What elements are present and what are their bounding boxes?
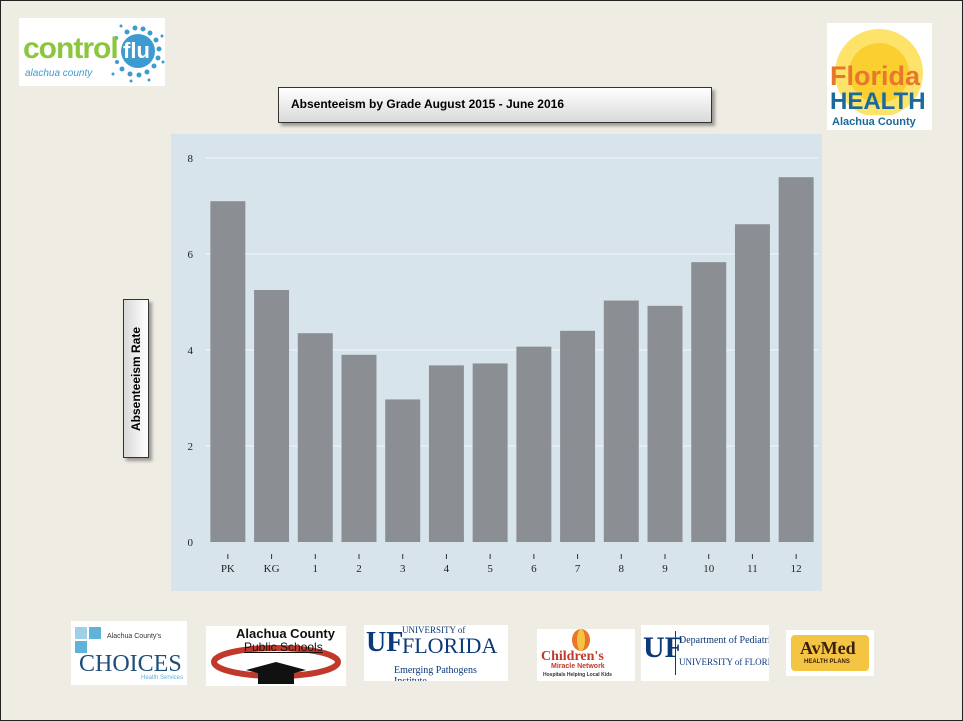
choices-small: Alachua County's xyxy=(107,633,162,640)
bar-pk xyxy=(210,201,246,542)
control-word: control xyxy=(23,32,119,65)
x-tick-label: 1 xyxy=(313,563,319,575)
flu-dots-icon xyxy=(111,24,165,83)
cmn-line2: Miracle Network xyxy=(551,663,605,670)
x-tick-label: KG xyxy=(264,563,280,575)
x-tick-label: 11 xyxy=(747,563,758,575)
uf-peds-divider xyxy=(675,631,676,675)
health-word: HEALTH xyxy=(830,88,926,115)
control-flu-logo: control flu alachua county xyxy=(19,18,165,86)
florida-health-sub: Alachua County xyxy=(832,116,916,128)
uf-peds-line1: Department of Pediatrics xyxy=(679,635,769,646)
x-tick-label: 4 xyxy=(444,563,450,575)
y-axis-label-box: Absenteeism Rate xyxy=(123,299,149,458)
bar-7 xyxy=(560,330,596,542)
y-tick-label: 0 xyxy=(188,537,194,549)
bar-9 xyxy=(647,305,683,542)
choices-square-icon xyxy=(75,627,87,639)
acps-logo: Alachua County Public Schools xyxy=(206,626,346,686)
x-tick-label: 12 xyxy=(791,563,802,575)
cmn-sub: Hospitals Helping Local Kids xyxy=(543,672,612,678)
uf-epi-florida: FLORIDA xyxy=(402,633,498,658)
y-tick-label: 2 xyxy=(188,441,194,453)
x-ticks: PK KG 1 2 3 4 5 6 7 8 9 10 11 12 xyxy=(221,554,802,575)
x-tick-label: 2 xyxy=(356,563,362,575)
sun-icon xyxy=(835,29,923,117)
alachua-county-band xyxy=(827,115,932,130)
choices-square-icon-2 xyxy=(89,627,101,639)
bar-10 xyxy=(691,262,727,542)
x-tick-label: 7 xyxy=(575,563,581,575)
bar-kg xyxy=(254,290,290,542)
avmed-name: AvMed xyxy=(800,638,856,658)
y-tick-label: 8 xyxy=(188,153,194,165)
uf-peds-uf: UF xyxy=(643,631,683,664)
y-ticks: 0 2 4 6 8 xyxy=(188,153,194,549)
x-tick-label: 8 xyxy=(619,563,625,575)
x-tick-label: 6 xyxy=(531,563,537,575)
bar-12 xyxy=(778,177,814,542)
alachua-county-sub: alachua county xyxy=(25,68,93,79)
bar-11 xyxy=(734,224,770,542)
florida-word: Florida xyxy=(830,61,921,91)
uf-epi-univ: UNIVERSITY of xyxy=(402,625,466,635)
choices-square-icon-3 xyxy=(75,641,87,653)
bar-6 xyxy=(516,346,552,542)
uf-epi-logo: UF UNIVERSITY of FLORIDA Emerging Pathog… xyxy=(364,625,508,681)
bar-1 xyxy=(297,333,333,542)
cmn-line1: Children's xyxy=(541,649,604,664)
chart-title: Absenteeism by Grade August 2015 - June … xyxy=(278,87,712,123)
x-tick-label: 10 xyxy=(703,563,715,575)
florida-health-logo: Florida HEALTH Alachua County xyxy=(827,23,932,130)
bar-8 xyxy=(603,300,639,542)
bar-4 xyxy=(428,365,464,542)
avmed-badge xyxy=(791,635,869,671)
bar-3 xyxy=(385,399,421,542)
balloon-icon xyxy=(572,629,590,651)
uf-epi-sub: Emerging Pathogens Institute xyxy=(394,665,477,681)
x-tick-label: 3 xyxy=(400,563,406,575)
acps-line2: Public Schools xyxy=(244,640,323,654)
y-tick-label: 6 xyxy=(188,249,194,261)
cmn-logo: Children's Miracle Network Hospitals Hel… xyxy=(537,629,635,681)
uf-peds-line2: UNIVERSITY of FLORIDA xyxy=(679,657,769,667)
avmed-sub: HEALTH PLANS xyxy=(804,659,850,665)
y-tick-label: 4 xyxy=(188,345,194,357)
x-tick-label: 5 xyxy=(487,563,493,575)
avmed-logo: AvMed HEALTH PLANS xyxy=(786,630,874,676)
choices-word: CHOICES xyxy=(79,651,182,677)
x-tick-label: PK xyxy=(221,563,235,575)
uf-epi-uf: UF xyxy=(366,627,404,658)
bar-2 xyxy=(341,354,377,542)
uf-pediatrics-logo: UF Department of Pediatrics UNIVERSITY o… xyxy=(641,625,769,681)
choices-logo: Alachua County's CHOICES Health Services xyxy=(71,621,187,685)
choices-sub: Health Services xyxy=(141,675,184,681)
bars xyxy=(210,177,814,542)
flu-word: flu xyxy=(123,38,150,63)
graduation-cap-icon xyxy=(211,645,341,684)
acps-line1: Alachua County xyxy=(236,626,335,641)
bar-5 xyxy=(472,363,508,542)
x-tick-label: 9 xyxy=(662,563,668,575)
y-axis-label: Absenteeism Rate xyxy=(129,326,143,431)
